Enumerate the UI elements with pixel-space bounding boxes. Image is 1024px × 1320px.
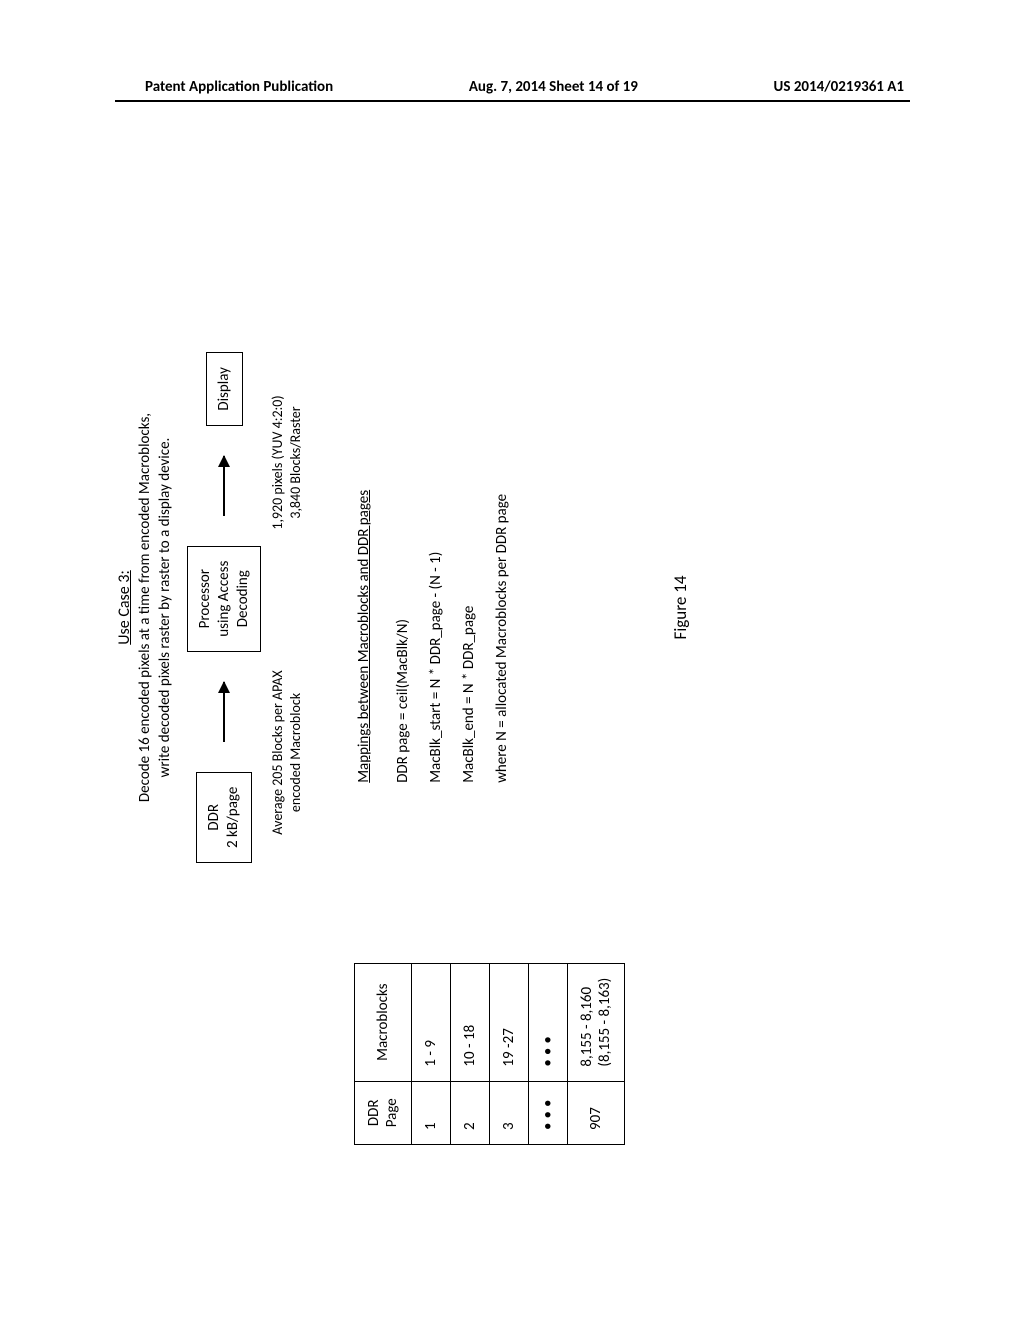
mapping-table: DDRPage Macroblocks 1 1 - 9 2 10 - 18 3 … <box>354 963 625 1145</box>
flow-diagram: DDR 2 kB/page Processor using Access Dec… <box>187 200 261 1015</box>
formula-3: MacBlk_end = N * DDR_page <box>453 490 486 783</box>
figure-content: Use Case 3: Decode 16 encoded pixels at … <box>115 200 910 1215</box>
col-header-page: DDRPage <box>355 1081 412 1144</box>
cell-page: 1 <box>412 1081 451 1144</box>
cell-ellipsis: ••• <box>529 963 568 1081</box>
last-mb-l1: 8,155 - 8,160 <box>578 987 596 1067</box>
proc-l3: Decoding <box>234 570 252 627</box>
formula-1: DDR page = ceil(MacBlk/N) <box>387 490 420 783</box>
cell-page: 3 <box>490 1081 529 1144</box>
proc-l2: using Access <box>215 561 233 637</box>
last-mb-l2: (8,155 - 8,163) <box>596 978 614 1067</box>
cell-mb: 10 - 18 <box>451 963 490 1081</box>
proc-l1: Processor <box>196 569 214 628</box>
table-row: 3 19 -27 <box>490 963 529 1144</box>
formulas-block: Mappings between Macroblocks and DDR pag… <box>354 490 519 783</box>
cell-mb: 1 - 9 <box>412 963 451 1081</box>
header-rule <box>115 100 910 102</box>
cell-ellipsis: ••• <box>529 1081 568 1144</box>
table-row: 907 8,155 - 8,160 (8,155 - 8,163) <box>568 963 625 1144</box>
formula-2: MacBlk_start = N * DDR_page - (N - 1) <box>420 490 453 783</box>
formulas-header: Mappings between Macroblocks and DDR pag… <box>354 490 375 783</box>
ddr-size: 2 kB/page <box>224 787 242 848</box>
usecase-title: Use Case 3: <box>115 200 134 1015</box>
arrow-line-icon <box>223 456 225 516</box>
col-header-mb: Macroblocks <box>355 963 412 1081</box>
page-header: Patent Application Publication Aug. 7, 2… <box>0 78 1024 96</box>
usecase-description: Decode 16 encoded pixels at a time from … <box>136 200 175 1015</box>
cell-mb: 8,155 - 8,160 (8,155 - 8,163) <box>568 963 625 1081</box>
lower-section: DDRPage Macroblocks 1 1 - 9 2 10 - 18 3 … <box>354 200 625 1145</box>
cell-page: 907 <box>568 1081 625 1144</box>
arrow-line-icon <box>223 682 225 742</box>
caption-right: 1,920 pixels (YUV 4:2:0) 3,840 Blocks/Ra… <box>269 348 304 578</box>
table-row: 2 10 - 18 <box>451 963 490 1144</box>
cell-mb: 19 -27 <box>490 963 529 1081</box>
usecase-line2: write decoded pixels raster by raster to… <box>156 438 174 778</box>
arrow-1 <box>223 682 225 742</box>
header-right: US 2014/0219361 A1 <box>774 78 904 96</box>
content-area: Use Case 3: Decode 16 encoded pixels at … <box>115 200 910 1220</box>
table-row: 1 1 - 9 <box>412 963 451 1144</box>
formula-note: where N = allocated Macroblocks per DDR … <box>486 490 519 783</box>
figure-label: Figure 14 <box>670 200 691 1015</box>
cap-left-l1: Average 205 Blocks per APAX <box>269 670 286 834</box>
table-row: DDRPage Macroblocks <box>355 963 412 1144</box>
display-box: Display <box>206 352 243 426</box>
header-center: Aug. 7, 2014 Sheet 14 of 19 <box>469 78 638 96</box>
flow-captions: Average 205 Blocks per APAX encoded Macr… <box>269 200 304 1015</box>
ddr-box: DDR 2 kB/page <box>196 772 252 863</box>
table-row: ••• ••• <box>529 963 568 1144</box>
cap-right-l2: 3,840 Blocks/Raster <box>287 406 304 518</box>
cap-left-l2: encoded Macroblock <box>287 693 304 812</box>
ddr-label: DDR <box>205 804 223 831</box>
cap-right-l1: 1,920 pixels (YUV 4:2:0) <box>269 395 286 529</box>
cell-page: 2 <box>451 1081 490 1144</box>
display-label: Display <box>215 367 233 411</box>
caption-left: Average 205 Blocks per APAX encoded Macr… <box>269 638 304 868</box>
arrow-2 <box>223 456 225 516</box>
header-left: Patent Application Publication <box>145 78 333 96</box>
usecase-line1: Decode 16 encoded pixels at a time from … <box>136 413 154 802</box>
processor-box: Processor using Access Decoding <box>187 546 261 652</box>
